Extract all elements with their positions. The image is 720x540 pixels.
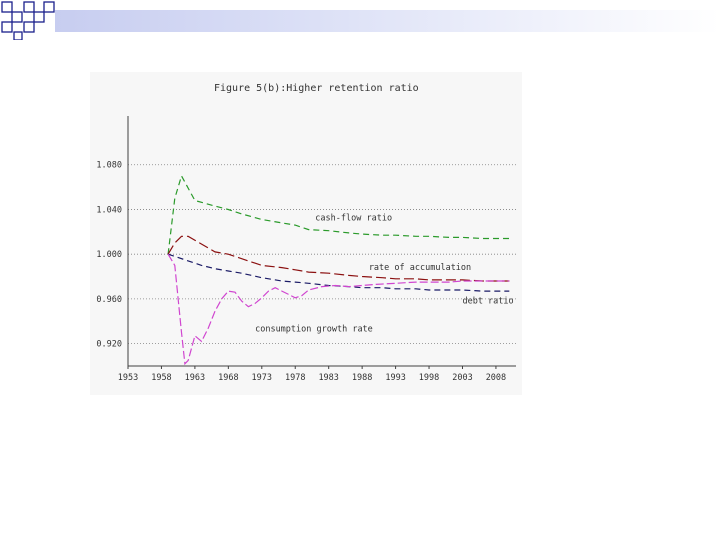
x-tick-label: 2008 xyxy=(486,373,506,383)
x-tick-label: 1973 xyxy=(252,373,272,383)
series-line-consumption-growth-rate xyxy=(167,253,510,366)
series-lines xyxy=(167,174,510,366)
x-tick-label: 2003 xyxy=(452,373,472,383)
series-line-rate-of-accumulation xyxy=(167,235,510,282)
y-tick-label: 1.040 xyxy=(96,205,122,215)
y-tick-label: 0.920 xyxy=(96,340,122,350)
chart-panel: Figure 5(b):Higher retention ratio 1.080… xyxy=(90,72,522,395)
x-tick-label: 1993 xyxy=(385,373,405,383)
x-tick-label: 1953 xyxy=(118,373,138,383)
x-tick-label: 1958 xyxy=(151,373,171,383)
x-tick-label: 1998 xyxy=(419,373,439,383)
series-annotation: cash-flow ratio xyxy=(315,214,392,224)
series-annotation: consumption growth rate xyxy=(255,324,373,334)
y-tick-label: 0.960 xyxy=(96,295,122,305)
series-line-cash-flow-ratio xyxy=(167,174,510,255)
series-annotation: rate of accumulation xyxy=(369,263,471,273)
chart-title: Figure 5(b):Higher retention ratio xyxy=(214,83,419,94)
decorative-squares xyxy=(1,1,55,40)
x-tick-labels: 1953 1958 1963 1968 1973 1978 1983 1988 1993 1998… xyxy=(118,373,506,383)
series-annotation: debt ratio xyxy=(462,296,513,306)
series-annotations: cash-flow ratio rate of accumulation debt … xyxy=(255,214,514,335)
x-tick-label: 1968 xyxy=(218,373,238,383)
x-tick-label: 1983 xyxy=(318,373,338,383)
header-gradient-bar xyxy=(55,10,720,32)
x-tick-label: 1988 xyxy=(352,373,372,383)
x-tick-label: 1978 xyxy=(285,373,305,383)
line-chart: Figure 5(b):Higher retention ratio 1.080… xyxy=(96,83,516,383)
x-tick-label: 1963 xyxy=(185,373,205,383)
y-tick-label: 1.000 xyxy=(96,250,122,260)
grid-lines xyxy=(128,164,516,345)
y-tick-labels: 1.080 1.040 1.000 0.960 0.920 xyxy=(96,161,122,350)
axes xyxy=(127,116,516,369)
y-tick-label: 1.080 xyxy=(96,161,122,171)
